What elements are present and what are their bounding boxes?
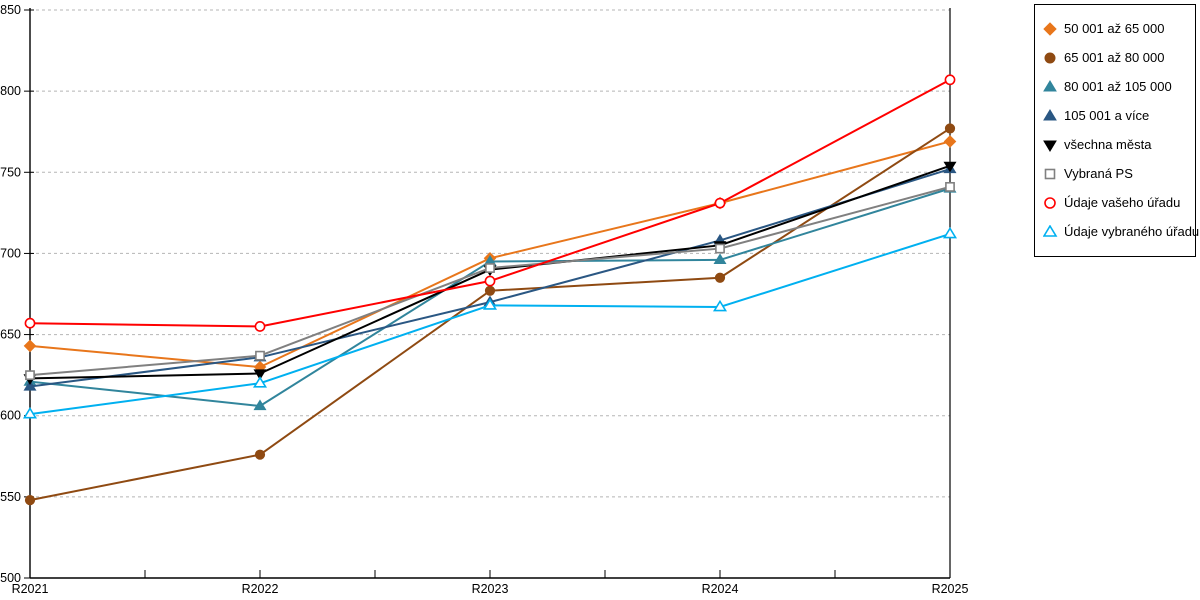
legend-marker-icon — [1044, 196, 1056, 209]
legend-item: všechna města — [1043, 130, 1189, 159]
legend-label: Vybraná PS — [1064, 166, 1133, 181]
diamond-marker-icon — [1043, 21, 1057, 36]
triangle-down-marker-icon — [1043, 140, 1057, 152]
x-axis-label: R2022 — [242, 582, 279, 596]
triangle-up-marker-icon — [942, 226, 958, 239]
series-1 — [23, 135, 957, 374]
legend-item: 80 001 až 105 000 — [1043, 72, 1189, 101]
triangle-up-marker-icon — [1043, 108, 1057, 120]
triangle-down-marker-icon — [943, 161, 957, 173]
y-axis-label: 500 — [0, 571, 21, 585]
triangle-down-marker-icon — [253, 369, 267, 381]
circle-marker-icon — [1044, 196, 1056, 209]
triangle-up-marker-icon — [252, 376, 268, 388]
triangle-up-marker-icon — [23, 379, 37, 391]
y-axis-label: 700 — [0, 246, 21, 260]
circle-marker-icon — [714, 197, 726, 209]
x-axis-label: R2021 — [12, 582, 49, 596]
series-6 — [25, 181, 955, 381]
triangle-up-marker-icon — [22, 406, 38, 419]
circle-marker-icon — [254, 321, 266, 332]
y-axis-label: 850 — [0, 3, 21, 17]
square-marker-icon — [485, 263, 495, 273]
legend-item: Údaje vybraného úřadu — [1043, 217, 1199, 246]
circle-marker-icon — [24, 317, 36, 329]
triangle-up-marker-icon — [1043, 79, 1057, 91]
legend-label: 65 001 až 80 000 — [1064, 50, 1165, 65]
legend-marker-icon — [1043, 224, 1058, 237]
square-marker-icon — [715, 243, 725, 254]
y-axis-label: 750 — [0, 165, 21, 179]
legend-label: 50 001 až 65 000 — [1064, 21, 1165, 36]
triangle-up-marker-icon — [482, 298, 498, 310]
legend-item: 65 001 až 80 000 — [1043, 43, 1189, 72]
triangle-up-marker-icon — [253, 399, 267, 411]
diamond-marker-icon — [943, 135, 957, 148]
legend-marker-icon — [1044, 52, 1056, 63]
y-axis-label: 800 — [0, 84, 21, 98]
y-axis-label: 600 — [0, 409, 21, 423]
legend-label: 80 001 až 105 000 — [1064, 79, 1172, 94]
legend-marker-icon — [1043, 140, 1057, 152]
legend-label: Údaje vybraného úřadu — [1064, 224, 1200, 239]
diamond-marker-icon — [23, 339, 37, 353]
legend-label: všechna města — [1064, 137, 1152, 152]
legend-marker-icon — [1043, 108, 1057, 120]
legend-marker-icon — [1043, 21, 1057, 36]
square-marker-icon — [1044, 168, 1056, 179]
circle-marker-icon — [484, 285, 496, 296]
series-8 — [22, 226, 958, 419]
square-marker-icon — [255, 350, 265, 361]
y-axis-label: 550 — [0, 490, 21, 504]
x-axis-label: R2023 — [472, 582, 509, 596]
series-2 — [24, 123, 956, 506]
square-marker-icon — [25, 370, 35, 381]
square-marker-icon — [945, 181, 955, 192]
circle-marker-icon — [254, 449, 266, 460]
circle-marker-icon — [1044, 52, 1056, 63]
series-7 — [24, 74, 956, 332]
triangle-up-marker-icon — [1043, 224, 1058, 237]
legend-item: Vybraná PS — [1043, 159, 1189, 188]
axes: 500 550 600 650 700 750 800 850 R2021 R2022 R2023 R… — [0, 3, 968, 596]
chart-legend: 50 001 až 65 000 65 001 až 80 000 80 001 a… — [1034, 4, 1199, 257]
x-axis-label: R2024 — [702, 582, 739, 596]
triangle-up-marker-icon — [713, 253, 727, 265]
legend-label: Údaje vašeho úřadu — [1064, 195, 1181, 210]
series-5 — [23, 161, 957, 385]
legend-item: 50 001 až 65 000 — [1043, 14, 1189, 43]
circle-marker-icon — [484, 275, 496, 287]
y-axis-label: 650 — [0, 328, 21, 342]
circle-marker-icon — [714, 272, 726, 283]
legend-item: Údaje vašeho úřadu — [1043, 188, 1189, 217]
series-line — [29, 127, 951, 502]
circle-marker-icon — [944, 74, 956, 86]
circle-marker-icon — [944, 123, 956, 134]
legend-item: 105 001 a více — [1043, 101, 1189, 130]
legend-marker-icon — [1043, 79, 1057, 91]
circle-marker-icon — [24, 495, 36, 506]
legend-marker-icon — [1044, 168, 1056, 179]
legend-label: 105 001 a více — [1064, 108, 1150, 123]
triangle-up-marker-icon — [712, 299, 728, 312]
x-axis-label: R2025 — [932, 582, 969, 596]
